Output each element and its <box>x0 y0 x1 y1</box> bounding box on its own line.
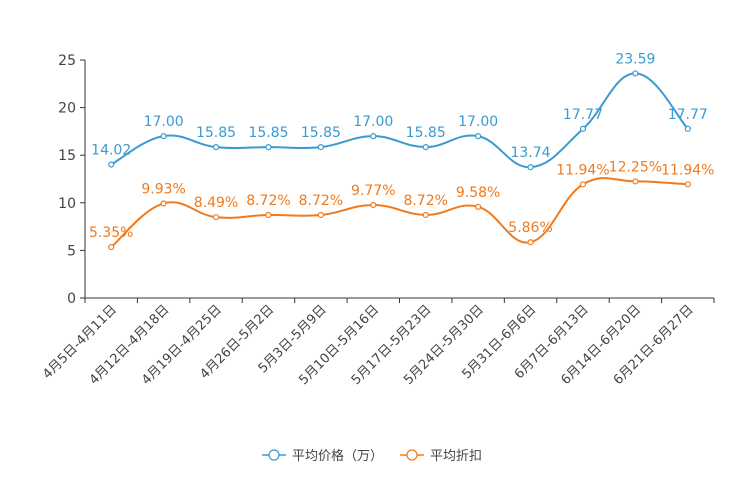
y-tick-label: 10 <box>58 196 76 212</box>
data-label: 8.72% <box>299 193 343 209</box>
data-label: 13.74 <box>510 145 550 161</box>
data-label: 9.77% <box>351 183 395 199</box>
data-label: 5.35% <box>89 225 133 241</box>
y-tick-label: 5 <box>67 243 76 259</box>
data-point <box>212 144 220 151</box>
data-point <box>632 70 639 77</box>
data-point <box>370 133 377 140</box>
series-2: 5.35% 9.93% 8.49% 8.72% 8.72% 9.77% 8.72% 9.58%… <box>89 159 714 251</box>
data-point <box>684 125 691 132</box>
data-point <box>527 239 534 246</box>
data-label: 8.72% <box>246 193 290 209</box>
data-label: 15.85 <box>301 125 341 141</box>
data-label: 14.02 <box>91 143 131 159</box>
data-label: 8.49% <box>194 195 238 211</box>
data-point <box>108 243 115 251</box>
data-label: 11.94% <box>661 162 714 178</box>
x-axis: 4月5日-4月11日4月12日-4月18日4月19日-4月25日4月26日-5月… <box>40 297 715 388</box>
data-label: 5.86% <box>508 220 552 236</box>
data-point <box>684 181 691 188</box>
data-point <box>370 201 377 209</box>
data-point <box>475 133 482 140</box>
data-label: 23.59 <box>615 51 655 67</box>
legend-label: 平均折扣 <box>430 449 482 464</box>
data-label: 17.77 <box>668 107 708 123</box>
data-point <box>265 211 272 219</box>
series-line <box>110 177 688 248</box>
y-tick-label: 15 <box>58 148 76 164</box>
data-point <box>317 211 324 219</box>
data-point <box>632 178 639 185</box>
legend-item-1: 平均价格（万） <box>262 448 383 464</box>
data-point <box>579 181 587 188</box>
data-point <box>160 133 167 140</box>
series-1: 14.02 17.00 15.85 15.85 15.85 17.00 15.85 17.00… <box>91 51 708 171</box>
data-label: 15.85 <box>406 125 446 141</box>
data-point <box>579 125 587 132</box>
data-label: 11.94% <box>556 162 609 178</box>
data-point <box>422 144 429 151</box>
data-label: 15.85 <box>248 125 288 141</box>
series-layer: 14.02 17.00 15.85 15.85 15.85 17.00 15.85 17.00… <box>89 51 714 251</box>
legend-swatch-marker <box>268 449 280 461</box>
data-label: 12.25% <box>609 159 662 175</box>
data-label: 17.77 <box>563 107 603 123</box>
legend-item-2: 平均折扣 <box>400 449 482 464</box>
data-point <box>317 144 324 151</box>
data-label: 9.93% <box>141 181 185 197</box>
legend-swatch-marker <box>406 449 418 461</box>
data-label: 17.00 <box>353 114 393 130</box>
data-point <box>527 164 534 171</box>
data-point <box>212 214 220 221</box>
legend-label: 平均价格（万） <box>292 448 383 464</box>
data-point <box>265 144 272 151</box>
y-tick-label: 0 <box>67 291 76 307</box>
data-point <box>422 211 429 219</box>
legend: 平均价格（万） 平均折扣 <box>262 448 482 464</box>
data-label: 8.72% <box>403 193 447 209</box>
data-point <box>108 161 115 168</box>
data-point <box>160 200 167 207</box>
y-tick-label: 20 <box>58 101 76 117</box>
data-label: 9.58% <box>456 185 500 201</box>
y-axis: 0 5 10 15 20 25 <box>58 53 86 307</box>
data-label: 15.85 <box>196 125 236 141</box>
y-tick-label: 25 <box>58 53 76 69</box>
data-label: 17.00 <box>458 114 498 130</box>
data-point <box>475 203 482 210</box>
data-label: 17.00 <box>144 114 184 130</box>
